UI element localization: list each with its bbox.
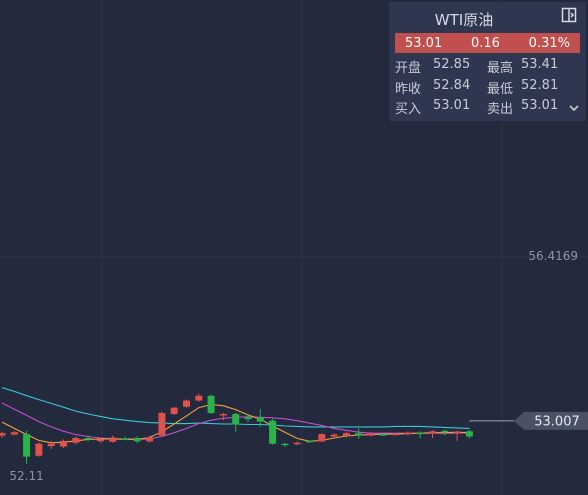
candle-body: [379, 434, 387, 436]
candle-body: [416, 432, 424, 435]
last-price: 53.01: [405, 35, 443, 51]
chevron-down-icon[interactable]: [568, 98, 580, 112]
open-label: 开盘: [395, 61, 422, 76]
quote-panel: WTI原油 53.01 0.16 0.31% 开盘 52.85 最高 53.41…: [389, 2, 586, 121]
price-markers: 56.4169 52.11 53.007: [9, 249, 588, 483]
ask-value: 53.01: [521, 98, 559, 113]
candle-body: [109, 437, 117, 442]
candle-body: [207, 395, 215, 413]
candle-body: [146, 437, 154, 442]
ask-label: 卖出: [487, 102, 514, 117]
candle-body: [60, 440, 67, 447]
price-change-percent: 0.31%: [528, 35, 570, 51]
candle-body: [256, 417, 264, 422]
candle-body: [441, 430, 449, 433]
candle-body: [465, 431, 473, 437]
open-value: 52.85: [433, 57, 471, 72]
candle-body: [355, 433, 363, 436]
low-label: 最低: [487, 82, 514, 97]
candle-body: [72, 437, 80, 443]
candle-body: [293, 442, 301, 445]
candle-body: [232, 413, 240, 425]
candle-body: [121, 438, 129, 440]
candle-body: [23, 434, 31, 457]
high-label: 最高: [487, 61, 514, 76]
candle-body: [10, 432, 18, 435]
candle-body: [392, 433, 400, 436]
candle-body: [453, 431, 461, 434]
candle-body: [183, 400, 190, 407]
candle-body: [429, 431, 436, 434]
price-change: 0.16: [470, 35, 500, 51]
low-price-label: 52.11: [9, 469, 43, 483]
candlestick-series: [0, 393, 473, 464]
candle-body: [0, 433, 6, 436]
candle-body: [158, 413, 166, 436]
high-price-label: 56.4169: [528, 249, 578, 263]
low-value: 52.81: [521, 78, 559, 93]
candle-body: [219, 413, 227, 416]
panel-collapse-icon[interactable]: [560, 6, 578, 24]
last-price-label: 53.007: [534, 414, 580, 429]
candle-body: [318, 434, 326, 442]
candle-body: [367, 433, 375, 436]
candle-body: [170, 407, 178, 414]
bid-value: 53.01: [433, 98, 471, 113]
candle-body: [96, 439, 104, 442]
candle-body: [306, 440, 313, 443]
candle-body: [342, 433, 350, 437]
candle-body: [47, 443, 55, 447]
candle-body: [84, 437, 92, 440]
prev-close-value: 52.84: [433, 78, 471, 93]
candle-body: [330, 434, 338, 437]
candle-body: [281, 443, 289, 446]
candle-body: [35, 443, 43, 456]
candle-body: [404, 432, 412, 435]
prev-close-label: 昨收: [395, 82, 422, 97]
candle-body: [133, 437, 141, 442]
instrument-title: WTI原油: [434, 11, 494, 29]
bid-label: 买入: [395, 102, 422, 117]
quote-bar: 53.01 0.16 0.31%: [395, 33, 580, 53]
high-value: 53.41: [521, 57, 559, 72]
ma-fast-line: [1, 403, 470, 444]
candle-body: [244, 416, 252, 420]
candle-body: [195, 395, 203, 401]
last-price-tag: [514, 411, 588, 430]
candle-body: [269, 420, 277, 444]
